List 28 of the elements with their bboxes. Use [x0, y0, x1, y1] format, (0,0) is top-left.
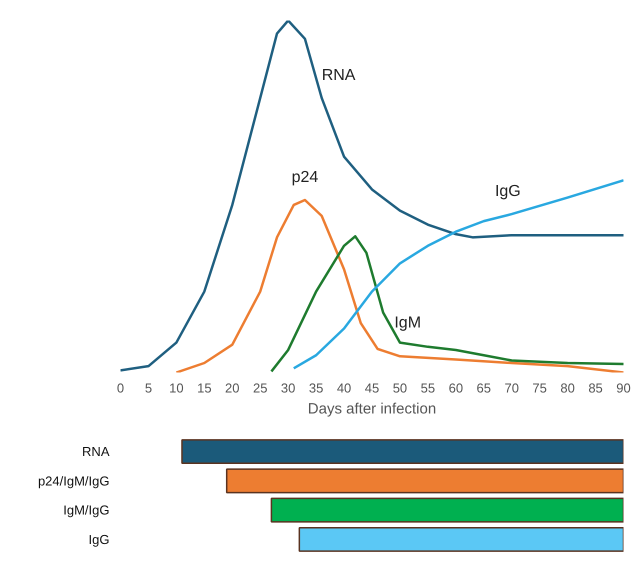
x-tick-label: 0: [116, 380, 124, 396]
x-tick-label: 45: [364, 380, 380, 396]
x-tick-label: 55: [420, 380, 436, 396]
x-tick-label: 70: [504, 380, 519, 396]
x-tick-label: 85: [588, 380, 603, 396]
x-tick-label: 35: [308, 380, 324, 396]
x-tick-label: 40: [336, 380, 352, 396]
x-tick-label: 75: [532, 380, 547, 396]
x-tick-label: 30: [280, 380, 296, 396]
y-tick-label: IgM/IgG: [63, 502, 110, 518]
x-tick-label: 15: [197, 380, 212, 396]
x-axis-title: Days after infection: [308, 400, 436, 418]
x-tick-label: 90: [616, 380, 631, 396]
x-tick-label: 80: [560, 380, 575, 396]
series-label: IgM: [394, 314, 422, 332]
series-label: RNA: [322, 66, 356, 84]
x-tick-label: 25: [252, 380, 268, 396]
y-tick-label: p24/IgM/IgG: [38, 473, 110, 488]
x-tick-label: 65: [476, 380, 492, 396]
series-label: IgG: [494, 183, 521, 200]
x-tick-label: 60: [448, 380, 464, 396]
x-tick-label: 5: [144, 380, 152, 396]
x-tick-label: 50: [392, 380, 408, 396]
y-tick-label: IgG: [88, 532, 110, 547]
x-tick-label: 20: [225, 380, 240, 396]
series-label: p24: [292, 168, 318, 186]
y-tick-label: RNA: [82, 444, 110, 460]
x-tick-label: 10: [169, 380, 184, 396]
